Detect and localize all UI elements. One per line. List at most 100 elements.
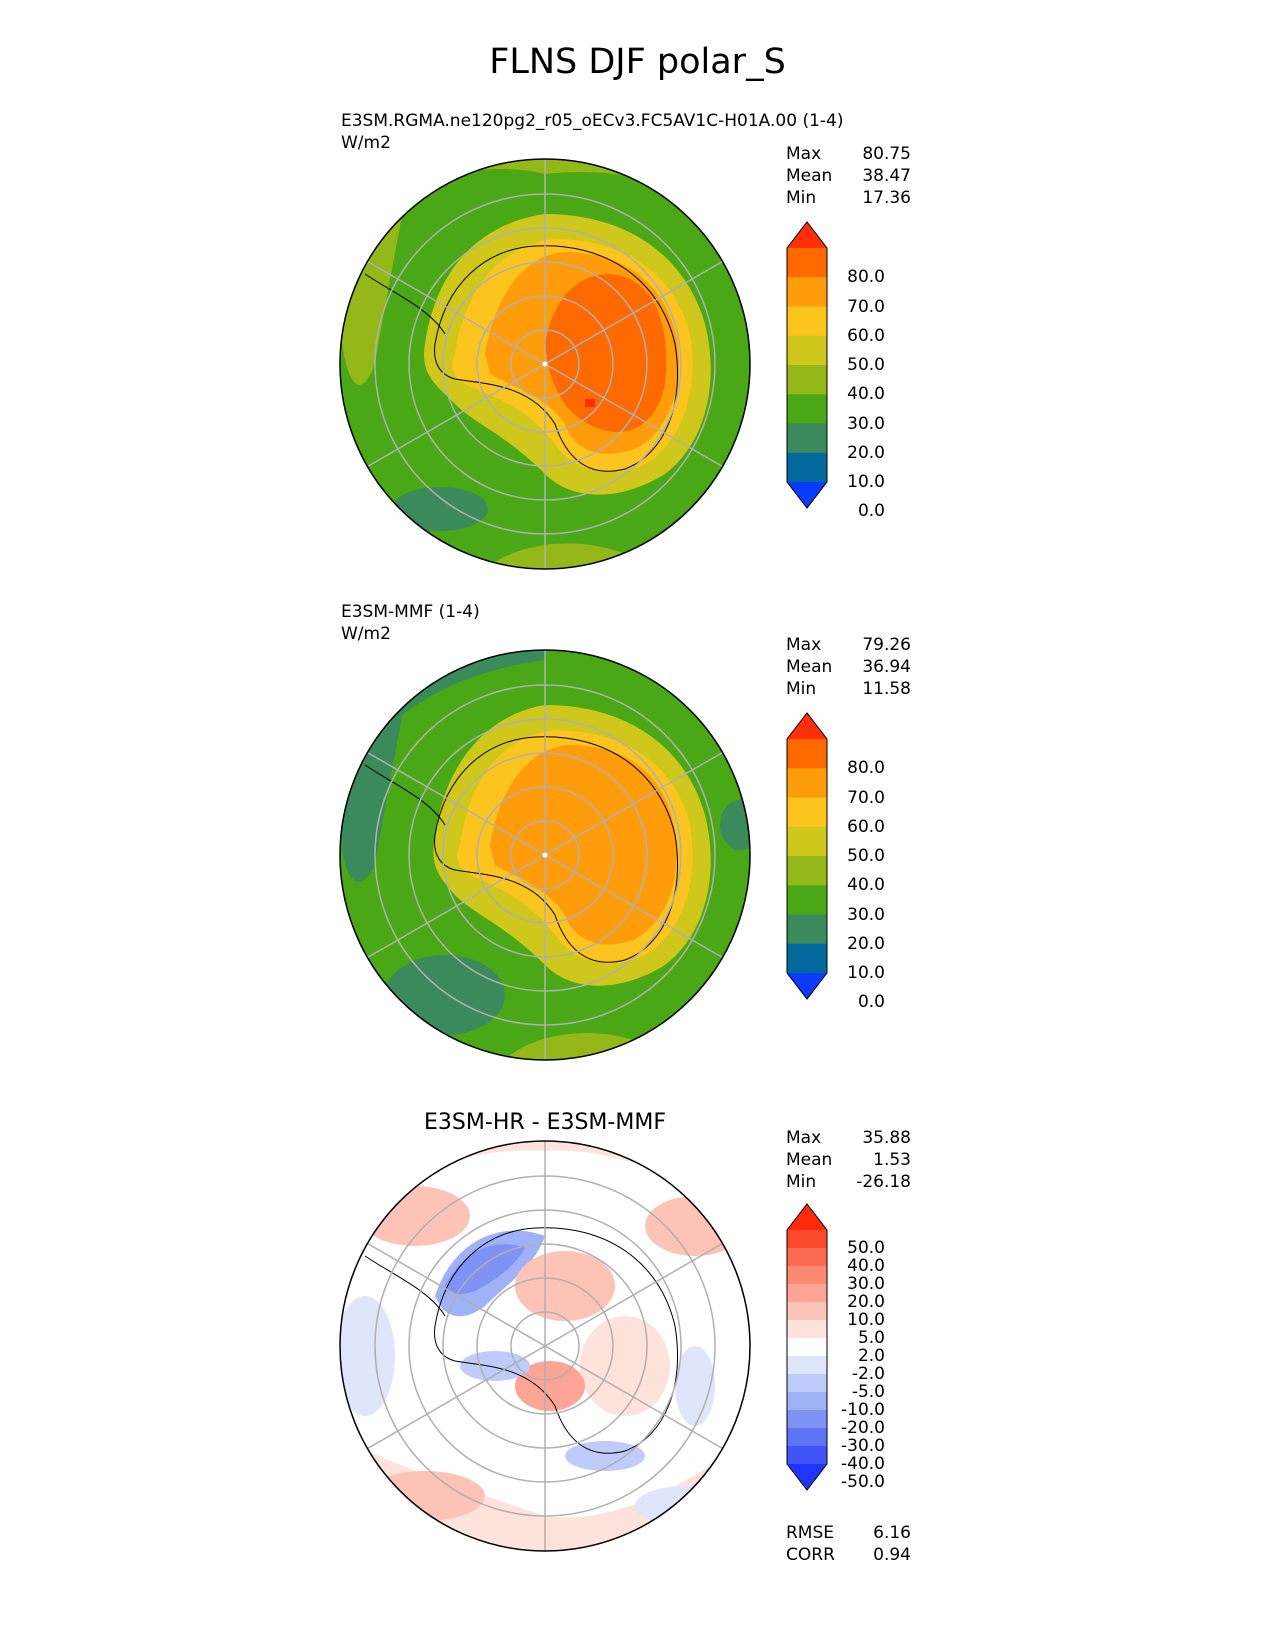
panel3-southwest-positive	[365, 1471, 485, 1521]
panel1-colorbar-tick-label: 0.0	[857, 501, 885, 522]
panel2-east-low	[720, 800, 750, 850]
panel1-west-band	[340, 199, 405, 385]
panel3-colorbar-tick-label: 5.0	[857, 1328, 885, 1348]
panel3-colorbar-tick-label: -2.0	[851, 1364, 885, 1384]
panel1-map	[339, 158, 751, 570]
panel3-colorbar-tick-label: 20.0	[847, 1292, 885, 1312]
panel3-colorbar-extend-min	[787, 1464, 827, 1490]
panel1-colorbar-segment	[787, 365, 827, 395]
panel2-max: 79.26	[862, 635, 911, 655]
panel3-colorbar-outline	[786, 1203, 828, 1491]
panel2-colorbar-segment	[787, 914, 827, 945]
panel3-colorbar-tick-label: 2.0	[857, 1346, 885, 1366]
panel1-interior-high	[545, 274, 667, 432]
panel1-colorbar-segment	[787, 452, 827, 483]
panel1-colorbar-tick-label: 30.0	[847, 413, 885, 434]
panel3-colorbar-tick-label: 50.0	[847, 1238, 885, 1258]
panel1-colorbar-tick-label: 70.0	[847, 296, 885, 317]
panel2-colorbar-tick-label: 40.0	[847, 875, 885, 896]
panel1-title: E3SM.RGMA.ne120pg2_r05_oECv3.FC5AV1C-H01…	[341, 111, 844, 131]
panel2-colorbar-tick-label: 60.0	[847, 816, 885, 837]
panel1-colorbar	[786, 221, 828, 509]
panel3-max: 35.88	[862, 1128, 911, 1148]
panel3-colorbar-segment	[787, 1248, 827, 1267]
panel3-map-border	[339, 1140, 751, 1552]
panel3-colorbar-tick-label: -10.0	[841, 1400, 885, 1420]
panel3-colorbar-segment	[787, 1374, 827, 1393]
panel2-title: E3SM-MMF (1-4)	[341, 602, 480, 622]
panel1-colorbar-outline	[786, 221, 828, 509]
panel2-colorbar-segment	[787, 856, 827, 886]
panel3-interior-positive	[515, 1251, 615, 1321]
panel3-colorbar-tick-label: 10.0	[847, 1310, 885, 1330]
panel2-colorbar-tick-label: 70.0	[847, 787, 885, 808]
panel2-colorbar	[786, 712, 828, 1000]
panel2-map-border	[339, 649, 751, 1061]
panel3-colorbar-tick-label: -5.0	[851, 1382, 885, 1402]
panel1-colorbar-extend-min	[787, 482, 827, 508]
panel3-ross-positive	[515, 1361, 585, 1411]
panel2-colorbar-extend-min	[787, 973, 827, 999]
panel3-colorbar-tick-label: -20.0	[841, 1418, 885, 1438]
panel3-southeast-negative	[635, 1486, 735, 1526]
panel3-min: -26.18	[856, 1172, 911, 1192]
panel3-min-label: Min	[786, 1172, 817, 1192]
panel3-west-negative	[340, 1296, 395, 1416]
panel2-colorbar-segment	[787, 797, 827, 828]
panel2-units: W/m2	[341, 624, 391, 644]
rmse-label: RMSE	[786, 1523, 835, 1543]
panel1-colorbar-tick-label: 40.0	[847, 384, 885, 405]
panel1-colorbar-extend-max	[787, 222, 827, 248]
panel3-colorbar-tick-label: 30.0	[847, 1274, 885, 1294]
panel1-colorbar-segment	[787, 277, 827, 307]
panel1-colorbar-segment	[787, 394, 827, 424]
panel1-pole	[542, 361, 548, 367]
panel1-low-patch	[392, 487, 488, 531]
panel2-peninsula	[364, 764, 446, 826]
panel3-colorbar-tick-label: -40.0	[841, 1454, 885, 1474]
panel1-colorbar-segment	[787, 335, 827, 366]
panel3-title: E3SM-HR - E3SM-MMF	[424, 1110, 666, 1135]
panel2-colorbar-segment	[787, 768, 827, 798]
panel1-map-border	[339, 158, 751, 570]
panel3-colorbar-segment	[787, 1302, 827, 1321]
panel1-max-label: Max	[786, 144, 822, 164]
panel1-colorbar-tick-label: 20.0	[847, 442, 885, 463]
panel3-colorbar-segment	[787, 1392, 827, 1411]
panel1-colorbar-segment	[787, 423, 827, 454]
panel2-plateau	[490, 745, 677, 945]
panel3-colorbar-segment	[787, 1338, 827, 1357]
panel2-west-low	[340, 700, 405, 882]
panel2-colorbar-tick-label: 30.0	[847, 904, 885, 925]
panel2-map	[339, 649, 751, 1061]
panel3-mean-label: Mean	[786, 1150, 833, 1170]
panel3-east-positive	[580, 1316, 670, 1416]
panel2-colorbar-segment	[787, 943, 827, 974]
panel2-colorbar-segment	[787, 885, 827, 915]
panel3-colorbar-segment	[787, 1266, 827, 1285]
corr-value: 0.94	[873, 1545, 911, 1565]
panel1-stats: Max 80.75 Mean 38.47 Min 17.36	[786, 143, 911, 209]
panel3-map	[339, 1140, 751, 1552]
panel2-mean-label: Mean	[786, 657, 833, 677]
panel1-max-cell	[585, 399, 595, 407]
panel2-colorbar-tick-label: 50.0	[847, 846, 885, 866]
panel2-southwest-low	[385, 955, 505, 1035]
panel2-max-label: Max	[786, 635, 822, 655]
panel3-colorbar-tick-label: -50.0	[841, 1472, 885, 1492]
panel2-colorbar-extend-max	[787, 713, 827, 739]
panel3-stats: Max 35.88 Mean 1.53 Min -26.18	[786, 1127, 911, 1193]
panel3-colorbar-segment	[787, 1284, 827, 1303]
panel1-peninsula	[364, 273, 446, 335]
panel3-colorbar-segment	[787, 1410, 827, 1429]
panel3-colorbar-tick-label: -30.0	[841, 1436, 885, 1456]
corr-label: CORR	[786, 1545, 835, 1565]
panel1-colorbar-tick-label: 50.0	[847, 355, 885, 375]
panel2-colorbar-tick-label: 0.0	[857, 992, 885, 1013]
panel3-metrics: RMSE 6.16 CORR 0.94	[786, 1522, 911, 1566]
panel2-mean: 36.94	[862, 657, 911, 677]
panel2-min: 11.58	[862, 679, 911, 699]
panel2-min-label: Min	[786, 679, 817, 699]
panel2-stats: Max 79.26 Mean 36.94 Min 11.58	[786, 634, 911, 700]
panel3-colorbar-tick-label: 40.0	[847, 1256, 885, 1276]
